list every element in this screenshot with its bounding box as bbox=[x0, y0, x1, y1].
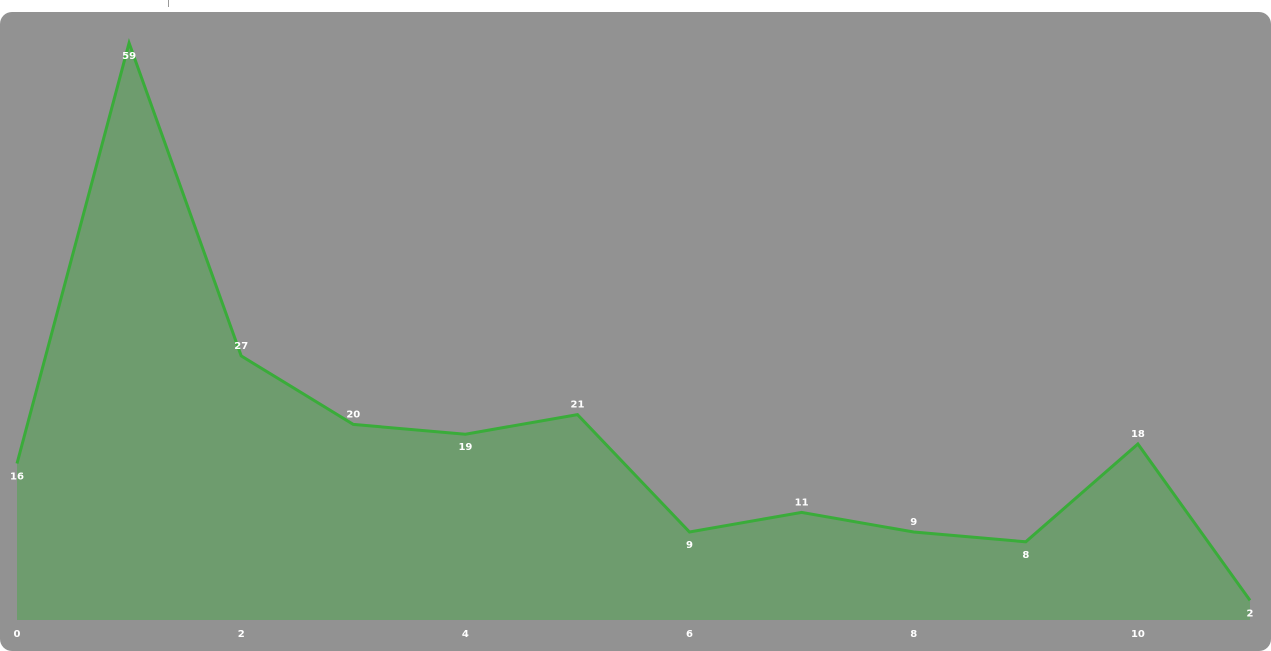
x-tick-label: 4 bbox=[462, 629, 469, 640]
top-tick-mark bbox=[168, 0, 169, 7]
data-label: 11 bbox=[795, 497, 809, 508]
data-label: 9 bbox=[910, 517, 917, 528]
data-label: 8 bbox=[1022, 550, 1029, 561]
data-label: 18 bbox=[1131, 429, 1145, 440]
x-axis-tick-labels: 0 2 4 6 8 10 bbox=[14, 629, 1145, 640]
area-fill bbox=[17, 43, 1250, 620]
data-label: 16 bbox=[10, 472, 24, 483]
data-label: 27 bbox=[234, 341, 248, 352]
data-label: 21 bbox=[571, 400, 585, 411]
x-tick-label: 6 bbox=[686, 629, 693, 640]
data-label: 20 bbox=[346, 409, 360, 420]
data-label: 9 bbox=[686, 540, 693, 551]
x-tick-label: 10 bbox=[1131, 629, 1145, 640]
data-label: 19 bbox=[458, 442, 472, 453]
data-labels: 16 59 27 20 19 21 9 11 9 8 18 2 bbox=[10, 51, 1253, 619]
chart-panel: 16 59 27 20 19 21 9 11 9 8 18 2 0 2 4 6 8 10 bbox=[0, 12, 1271, 651]
x-tick-label: 8 bbox=[910, 629, 917, 640]
data-label: 2 bbox=[1247, 608, 1254, 619]
data-label: 59 bbox=[122, 51, 136, 62]
x-tick-label: 0 bbox=[14, 629, 21, 640]
series-line bbox=[15, 37, 1252, 602]
area-chart: 16 59 27 20 19 21 9 11 9 8 18 2 0 2 4 6 8 10 bbox=[0, 12, 1271, 651]
x-tick-label: 2 bbox=[238, 629, 245, 640]
